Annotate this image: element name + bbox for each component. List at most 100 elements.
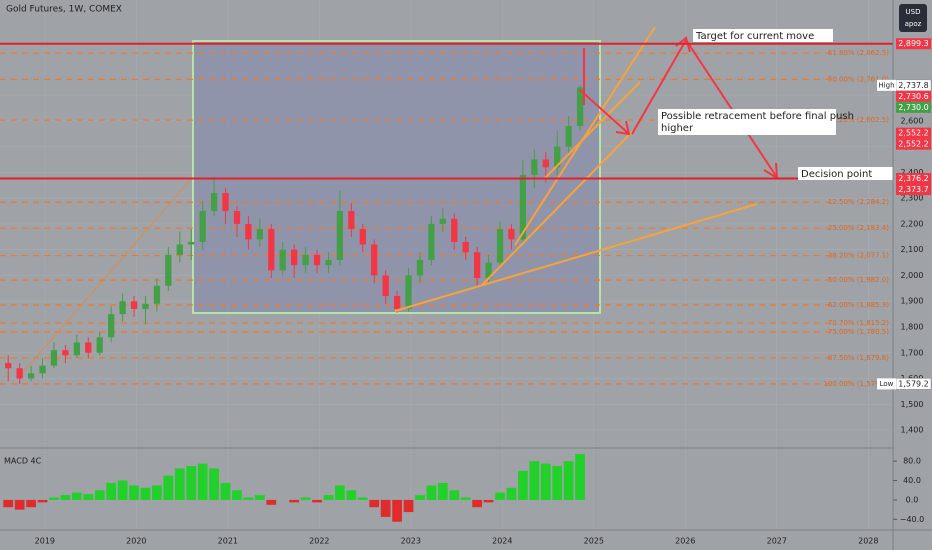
y-tick-label: 2,300 bbox=[901, 194, 924, 203]
annotation: higher bbox=[661, 123, 694, 134]
fib-label: 100.00% (1,579.2) bbox=[823, 380, 889, 388]
price-tag-label: 2,552.2 bbox=[898, 129, 929, 138]
chart-title: Gold Futures, 1W, COMEX bbox=[6, 5, 122, 15]
y-tick-label: 1,800 bbox=[901, 322, 924, 331]
macd-bar bbox=[232, 490, 242, 500]
fib-label: 62.00% (1,885.3) bbox=[828, 301, 889, 309]
macd-bar bbox=[289, 499, 300, 503]
candle-body bbox=[188, 241, 195, 245]
price-tag-label: 2,899.3 bbox=[898, 39, 929, 48]
price-tag-note-box bbox=[877, 79, 896, 91]
trendline bbox=[514, 26, 656, 246]
x-tick-label: 2028 bbox=[858, 537, 878, 546]
candle-body bbox=[405, 275, 412, 309]
candle-body bbox=[153, 285, 161, 304]
candle-body bbox=[62, 350, 69, 356]
candle-body bbox=[565, 126, 572, 147]
fib-label: 70.70% (1,815.2) bbox=[828, 319, 889, 327]
trendline bbox=[394, 203, 758, 312]
macd-bar bbox=[83, 494, 94, 500]
price-tag bbox=[896, 38, 931, 50]
macd-bar bbox=[518, 470, 528, 500]
price-tag bbox=[896, 184, 931, 196]
range-box bbox=[192, 40, 601, 314]
y-tick-label: 2,200 bbox=[901, 219, 924, 228]
candle-body bbox=[359, 229, 366, 245]
macd-tick-label: 0.0 bbox=[906, 495, 919, 504]
candle-body bbox=[519, 174, 527, 240]
candle-body bbox=[416, 259, 424, 276]
arrow-head bbox=[615, 120, 631, 136]
macd-bar bbox=[14, 499, 25, 510]
candle-body bbox=[439, 218, 446, 224]
candle-body bbox=[291, 249, 298, 266]
y-tick-label: 1,700 bbox=[901, 348, 924, 357]
arrow bbox=[579, 89, 629, 134]
candle-body bbox=[85, 342, 92, 353]
candle-body bbox=[73, 342, 81, 356]
price-tag-label: 2,552.2 bbox=[898, 140, 929, 149]
candle-body bbox=[348, 211, 355, 230]
macd-bar bbox=[506, 487, 517, 500]
y-tick-label: 1,500 bbox=[901, 400, 924, 409]
price-tag bbox=[896, 101, 931, 113]
x-tick-label: 2024 bbox=[492, 537, 512, 546]
macd-bar bbox=[575, 453, 585, 500]
fib-label: 50.00% (2,761.0) bbox=[828, 75, 889, 83]
macd-bar bbox=[49, 497, 59, 500]
x-tick-label: 2020 bbox=[126, 537, 146, 546]
macd-bar bbox=[174, 468, 185, 500]
annotation: Target for current move bbox=[695, 31, 814, 42]
candle-body bbox=[199, 211, 206, 242]
y-tick-label: 2,100 bbox=[901, 245, 924, 254]
candle-body bbox=[393, 296, 401, 309]
fib-label: 38.20% (2,077.1) bbox=[828, 252, 889, 260]
candle-body bbox=[336, 211, 344, 260]
macd-bar bbox=[163, 475, 174, 500]
candle-body bbox=[554, 146, 561, 168]
candle-body bbox=[428, 223, 435, 260]
fib-label: 87.50% (1,679.8) bbox=[828, 354, 889, 362]
y-tick-label: 2,000 bbox=[901, 271, 924, 280]
annotation: Decision point bbox=[801, 169, 872, 180]
macd-bar bbox=[335, 485, 345, 500]
y-tick-label: 1,400 bbox=[901, 426, 924, 435]
macd-bar bbox=[129, 485, 139, 500]
candles bbox=[5, 85, 584, 384]
fib-label: 38.20% (2,602.5) bbox=[828, 116, 889, 124]
macd-bar bbox=[243, 497, 254, 500]
y-tick-label: 2,600 bbox=[901, 116, 924, 125]
macd-bar bbox=[357, 497, 368, 500]
key-levels bbox=[0, 42, 893, 180]
macd-bar bbox=[3, 499, 14, 508]
price-tag-note-box bbox=[877, 378, 896, 390]
fib-label: 75.00% (1,780.5) bbox=[828, 328, 889, 336]
x-tick-label: 2023 bbox=[401, 537, 421, 546]
price-tag bbox=[896, 127, 931, 139]
annotation: Possible retracement before final push bbox=[661, 111, 854, 122]
candle-body bbox=[576, 87, 584, 127]
price-tags: 2,899.3 2,737.8 High 2,730.6 2,730.0 2,552.2 2… bbox=[877, 38, 932, 390]
x-tick-label: 2019 bbox=[35, 537, 55, 546]
price-tag bbox=[896, 173, 931, 185]
macd-bar bbox=[380, 499, 391, 517]
candle-body bbox=[108, 314, 115, 338]
annotation-box bbox=[693, 29, 833, 42]
macd-bar bbox=[152, 485, 162, 500]
annotation-box bbox=[658, 109, 836, 135]
account: apoz bbox=[905, 20, 922, 28]
macd-bar bbox=[220, 482, 231, 500]
candle-body bbox=[313, 254, 321, 266]
macd-bar bbox=[300, 497, 311, 500]
currency-box[interactable] bbox=[899, 4, 927, 32]
currency: USD bbox=[906, 8, 921, 16]
candle-body bbox=[371, 244, 378, 276]
price-tag-note: Low bbox=[880, 380, 894, 388]
candle-body bbox=[474, 252, 481, 279]
candle-body bbox=[119, 301, 126, 315]
candle-body bbox=[508, 229, 515, 240]
trendline bbox=[544, 81, 641, 179]
candle-body bbox=[382, 275, 389, 297]
price-tag-label: 2,730.0 bbox=[898, 103, 929, 112]
macd-bar bbox=[529, 461, 540, 500]
